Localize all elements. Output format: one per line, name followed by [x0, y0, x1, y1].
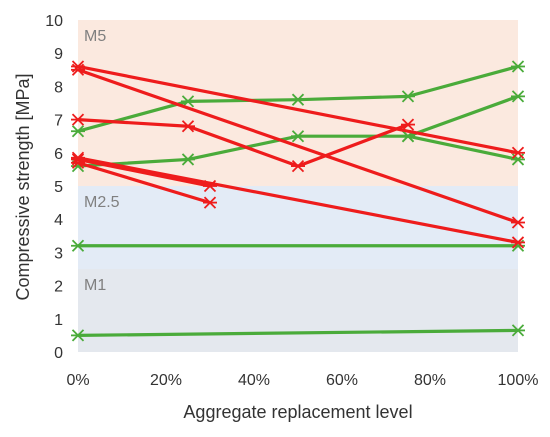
data-point-marker [181, 153, 195, 166]
strength-class-bands: M1 M2.5 M5 [78, 20, 518, 352]
data-point-marker [71, 125, 85, 138]
x-tick-label: 80% [414, 372, 446, 389]
y-tick-label: 10 [45, 13, 63, 30]
series-green [71, 324, 525, 342]
series-line [77, 156, 519, 245]
series-green [71, 90, 525, 173]
y-tick-label: 0 [54, 345, 63, 362]
band-label: M2.5 [84, 194, 120, 211]
data-point-marker [181, 95, 195, 108]
data-point-marker [291, 130, 305, 143]
x-tick-label: 100% [498, 372, 539, 389]
data-point-marker [511, 324, 525, 337]
x-tick-label: 0% [66, 372, 89, 389]
data-point-marker [511, 60, 525, 73]
series-line [77, 64, 519, 155]
data-point-marker [291, 159, 305, 173]
y-axis-title: Compressive strength [MPa] [13, 73, 33, 300]
y-tick-label: 5 [54, 179, 63, 196]
x-tick-label: 20% [150, 372, 182, 389]
data-point-marker [71, 113, 85, 126]
series-line [407, 134, 519, 162]
data-point-marker [401, 90, 415, 103]
y-tick-label: 8 [54, 79, 63, 96]
data-point-marker [71, 63, 85, 76]
data-point-marker [203, 196, 217, 209]
series-green [71, 239, 525, 252]
y-tick-label: 9 [54, 46, 63, 63]
series-line [77, 328, 519, 337]
x-tick-label: 40% [238, 372, 270, 389]
series-red [71, 63, 525, 229]
x-tick-label: 60% [326, 372, 358, 389]
data-point-marker [291, 93, 305, 106]
series-line [77, 157, 211, 188]
y-tick-label: 3 [54, 245, 63, 262]
y-tick-label: 4 [54, 212, 63, 229]
series-red [71, 151, 525, 249]
data-point-marker [511, 236, 525, 249]
y-tick-label: 2 [54, 279, 63, 296]
data-point-marker [181, 120, 195, 133]
band-label: M5 [84, 28, 106, 45]
x-axis-title: Aggregate replacement level [183, 402, 412, 422]
data-point-marker [511, 216, 525, 229]
y-tick-labels: 0 1 2 3 4 5 6 7 8 9 10 [45, 13, 63, 362]
data-point-marker [71, 329, 85, 342]
data-point-marker [71, 239, 85, 252]
series-red [71, 113, 415, 173]
y-tick-label: 1 [54, 312, 63, 329]
data-point-marker [71, 151, 85, 164]
series-line [77, 118, 409, 168]
series-green [71, 60, 525, 138]
data-point-marker [511, 146, 525, 159]
band-m5 [78, 20, 518, 186]
x-tick-labels: 0% 20% 40% 60% 80% 100% [66, 372, 538, 389]
y-tick-label: 7 [54, 113, 63, 130]
band-label: M1 [84, 277, 106, 294]
band-m1 [78, 269, 518, 352]
series-line [77, 68, 519, 225]
data-point-marker [401, 118, 415, 131]
series-layer [71, 60, 525, 342]
y-tick-label: 6 [54, 146, 63, 163]
series-line [77, 161, 211, 205]
data-point-marker [511, 90, 525, 103]
